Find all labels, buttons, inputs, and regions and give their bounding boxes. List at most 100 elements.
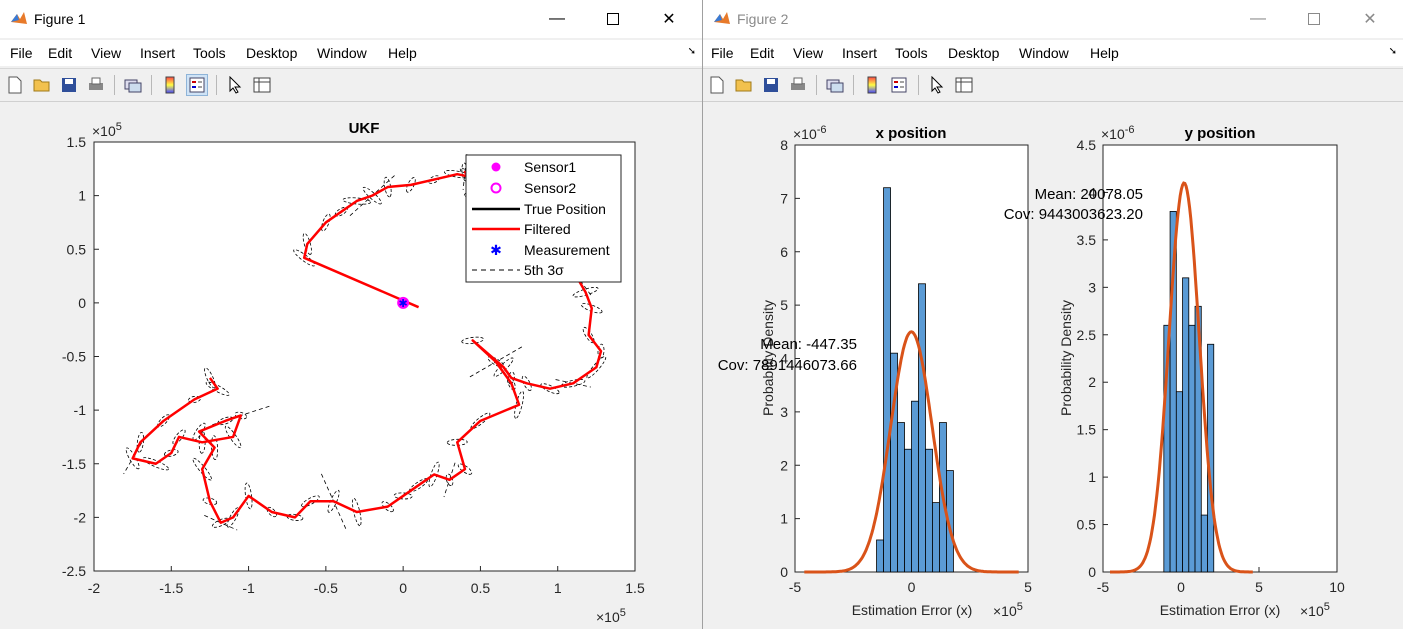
new-figure-icon[interactable] [706,74,728,96]
y-tick-label: -0.5 [62,349,86,365]
title-bar[interactable]: Figure 2 — ✕ [703,0,1403,38]
y-tick-label: 7 [780,190,788,206]
y-position-axes[interactable] [1102,144,1338,573]
maximize-button[interactable] [1291,0,1337,38]
sigma-ellipse [204,367,216,389]
y-exponent: ×105 [92,121,122,139]
sigma-ellipse [540,383,560,395]
minimize-button[interactable]: — [1235,0,1281,38]
y-tick-label: -1.5 [62,456,86,472]
dock-arrow-icon[interactable]: ➘ [1388,46,1397,57]
menu-window[interactable]: Window [1019,45,1069,61]
link-plot-icon[interactable] [122,74,144,96]
menu-desktop[interactable]: Desktop [948,45,1000,61]
minimize-icon: — [549,10,565,27]
legend-sensor2: Sensor2 [524,180,576,196]
y-tick-label: 4.5 [1077,137,1097,153]
sigma-ellipse [205,381,230,396]
y-tick-label: 6 [780,244,788,260]
sigma-ellipse [381,501,394,513]
legend-measurement: Measurement [524,242,610,258]
matlab-logo-icon [11,12,27,24]
close-button[interactable]: ✕ [646,0,692,38]
y-tick-label: 3 [780,404,788,420]
menu-edit[interactable]: Edit [750,45,775,61]
property-inspector-icon[interactable] [953,74,975,96]
y-tick-label: 2 [1088,374,1096,390]
print-icon[interactable] [85,74,107,96]
menu-help[interactable]: Help [388,45,417,61]
y-tick-label: -1 [74,402,87,418]
new-figure-icon[interactable] [4,74,26,96]
sigma-ellipse [393,492,413,500]
y-tick-label: 2 [780,457,788,473]
save-icon[interactable] [760,74,782,96]
menu-desktop[interactable]: Desktop [246,45,298,61]
histogram-bar [1200,514,1208,573]
menu-insert[interactable]: Insert [140,45,176,61]
y-tick-label: 8 [780,137,788,153]
x-exponent: ×105 [596,607,626,625]
x-tick-label: -1.5 [159,580,183,596]
legend-sensor1-marker [491,162,501,172]
sigma-ellipse [461,336,485,345]
colorbar-icon[interactable] [861,74,883,96]
legend-sigma: 5th 3σ [524,262,564,278]
link-plot-icon[interactable] [824,74,846,96]
menu-tools[interactable]: Tools [193,45,226,61]
close-button[interactable]: ✕ [1347,0,1393,38]
close-icon: ✕ [662,11,676,28]
sigma-ellipse [457,463,473,475]
x-cov-annotation: Cov: 7891446073.66 [718,357,857,374]
minimize-button[interactable]: — [534,0,580,38]
sigma-ellipse [125,447,140,470]
ukf-legend[interactable]: Sensor1 Sensor2 True Position Filtered ✱… [465,154,622,283]
menu-view[interactable]: View [91,45,122,61]
y-tick-label: 0 [78,295,86,311]
sigma-ellipse [406,177,416,193]
menu-file[interactable]: File [10,45,33,61]
matlab-logo-icon [714,12,730,24]
sigma-ellipse [302,232,312,255]
y-tick-label: 1 [78,188,86,204]
legend-icon[interactable] [186,74,208,96]
sigma-ellipse [212,517,230,528]
y-tick-label: -2.5 [62,563,86,579]
title-bar[interactable]: Figure 1 — ✕ [0,0,702,38]
pointer-icon[interactable] [224,74,246,96]
menu-file[interactable]: File [711,45,734,61]
menu-bar: File Edit View Insert Tools Desktop Wind… [0,40,702,66]
menu-help[interactable]: Help [1090,45,1119,61]
maximize-icon [607,13,619,25]
save-icon[interactable] [58,74,80,96]
x-panel-title: x position [876,125,947,142]
property-inspector-icon[interactable] [251,74,273,96]
menu-view[interactable]: View [793,45,824,61]
menu-tools[interactable]: Tools [895,45,928,61]
x-tick-label: -1 [242,580,255,596]
open-file-icon[interactable] [733,74,755,96]
legend-icon[interactable] [888,74,910,96]
dock-arrow-icon[interactable]: ➘ [687,46,696,57]
open-file-icon[interactable] [31,74,53,96]
x-tick-label: -5 [1097,579,1110,595]
y-tick-label: 2.5 [1077,327,1097,343]
x-tick-label: 0.5 [471,580,491,596]
print-icon[interactable] [787,74,809,96]
ukf-plot[interactable]: -2 -1.5 -1 -0.5 0 0.5 1 1.5-2.5-2-1.5-1-0.500.5… [0,102,702,629]
menu-window[interactable]: Window [317,45,367,61]
colorbar-icon[interactable] [159,74,181,96]
sigma-ellipse [244,482,253,510]
maximize-button[interactable] [590,0,636,38]
y-cov-annotation: Cov: 9443003623.20 [1004,206,1143,223]
menu-insert[interactable]: Insert [842,45,878,61]
menu-edit[interactable]: Edit [48,45,73,61]
sigma-ellipse [428,175,440,184]
histogram-bar [1182,277,1190,573]
y-tick-label: 0 [1088,564,1096,580]
pointer-icon[interactable] [926,74,948,96]
x-tick-label: 5 [1024,579,1032,595]
y-tick-label: 1 [780,511,788,527]
x-tick-label: 1 [554,580,562,596]
